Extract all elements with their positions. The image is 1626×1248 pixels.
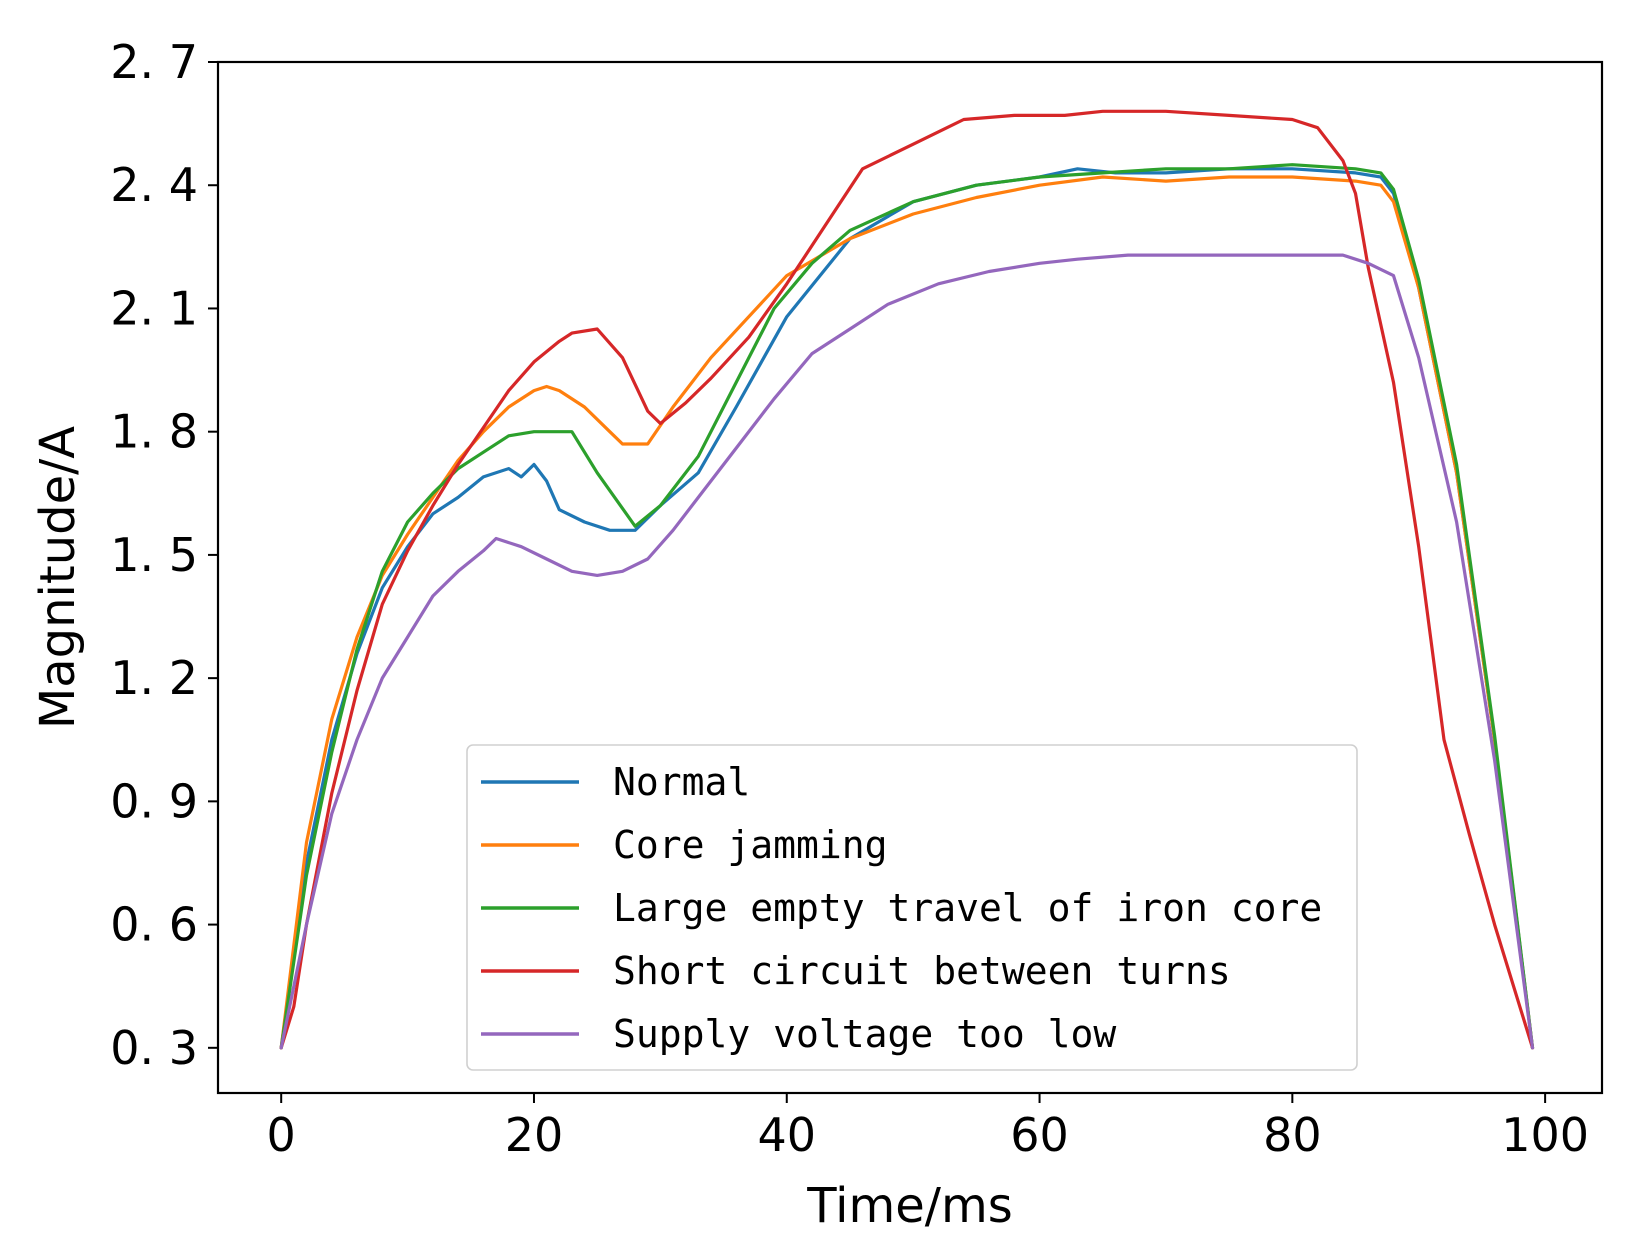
legend-label-3: Large empty travel of iron core <box>613 886 1322 930</box>
legend-label-2: Core jamming <box>613 823 888 867</box>
x-tick-label: 100 <box>1501 1108 1589 1162</box>
series-layer <box>279 109 1535 1050</box>
series-line-1 <box>279 167 1535 1050</box>
x-tick-label: 60 <box>1010 1108 1069 1162</box>
y-axis-label: Magnitude/A <box>30 426 86 729</box>
y-tick-label: 0. 3 <box>110 1021 198 1075</box>
x-tick-label: 80 <box>1263 1108 1322 1162</box>
y-axis: 0. 3 0. 6 0. 9 1. 2 1. 5 1. 8 2. 1 2. 4 2. 7 <box>110 35 218 1075</box>
legend-label-1: Normal <box>613 760 750 804</box>
y-tick-label: 0. 9 <box>110 774 198 828</box>
y-tick-label: 1. 8 <box>110 405 198 459</box>
y-tick-label: 0. 6 <box>110 898 198 952</box>
x-tick-label: 20 <box>505 1108 564 1162</box>
y-tick-label: 2. 7 <box>110 35 198 89</box>
x-axis-label: Time/ms <box>806 1178 1012 1234</box>
legend-box <box>466 744 1358 1071</box>
series-line-4 <box>279 109 1535 1050</box>
series-line-2 <box>279 175 1535 1050</box>
legend-label-4: Short circuit between turns <box>613 949 1231 993</box>
y-tick-label: 1. 2 <box>110 651 198 705</box>
legend: Normal Core jamming Large empty travel of … <box>466 744 1358 1071</box>
x-tick-label: 0 <box>267 1108 296 1162</box>
plot-border <box>216 60 1604 1095</box>
y-tick-label: 2. 4 <box>110 158 198 212</box>
y-tick-label: 1. 5 <box>110 528 198 582</box>
legend-label-5: Supply voltage too low <box>613 1012 1116 1056</box>
x-axis: 0 20 40 60 80 100 <box>267 1093 1589 1162</box>
y-tick-label: 2. 1 <box>110 281 198 335</box>
series-line-3 <box>279 163 1535 1050</box>
series-line-5 <box>279 253 1535 1050</box>
x-tick-label: 40 <box>757 1108 816 1162</box>
